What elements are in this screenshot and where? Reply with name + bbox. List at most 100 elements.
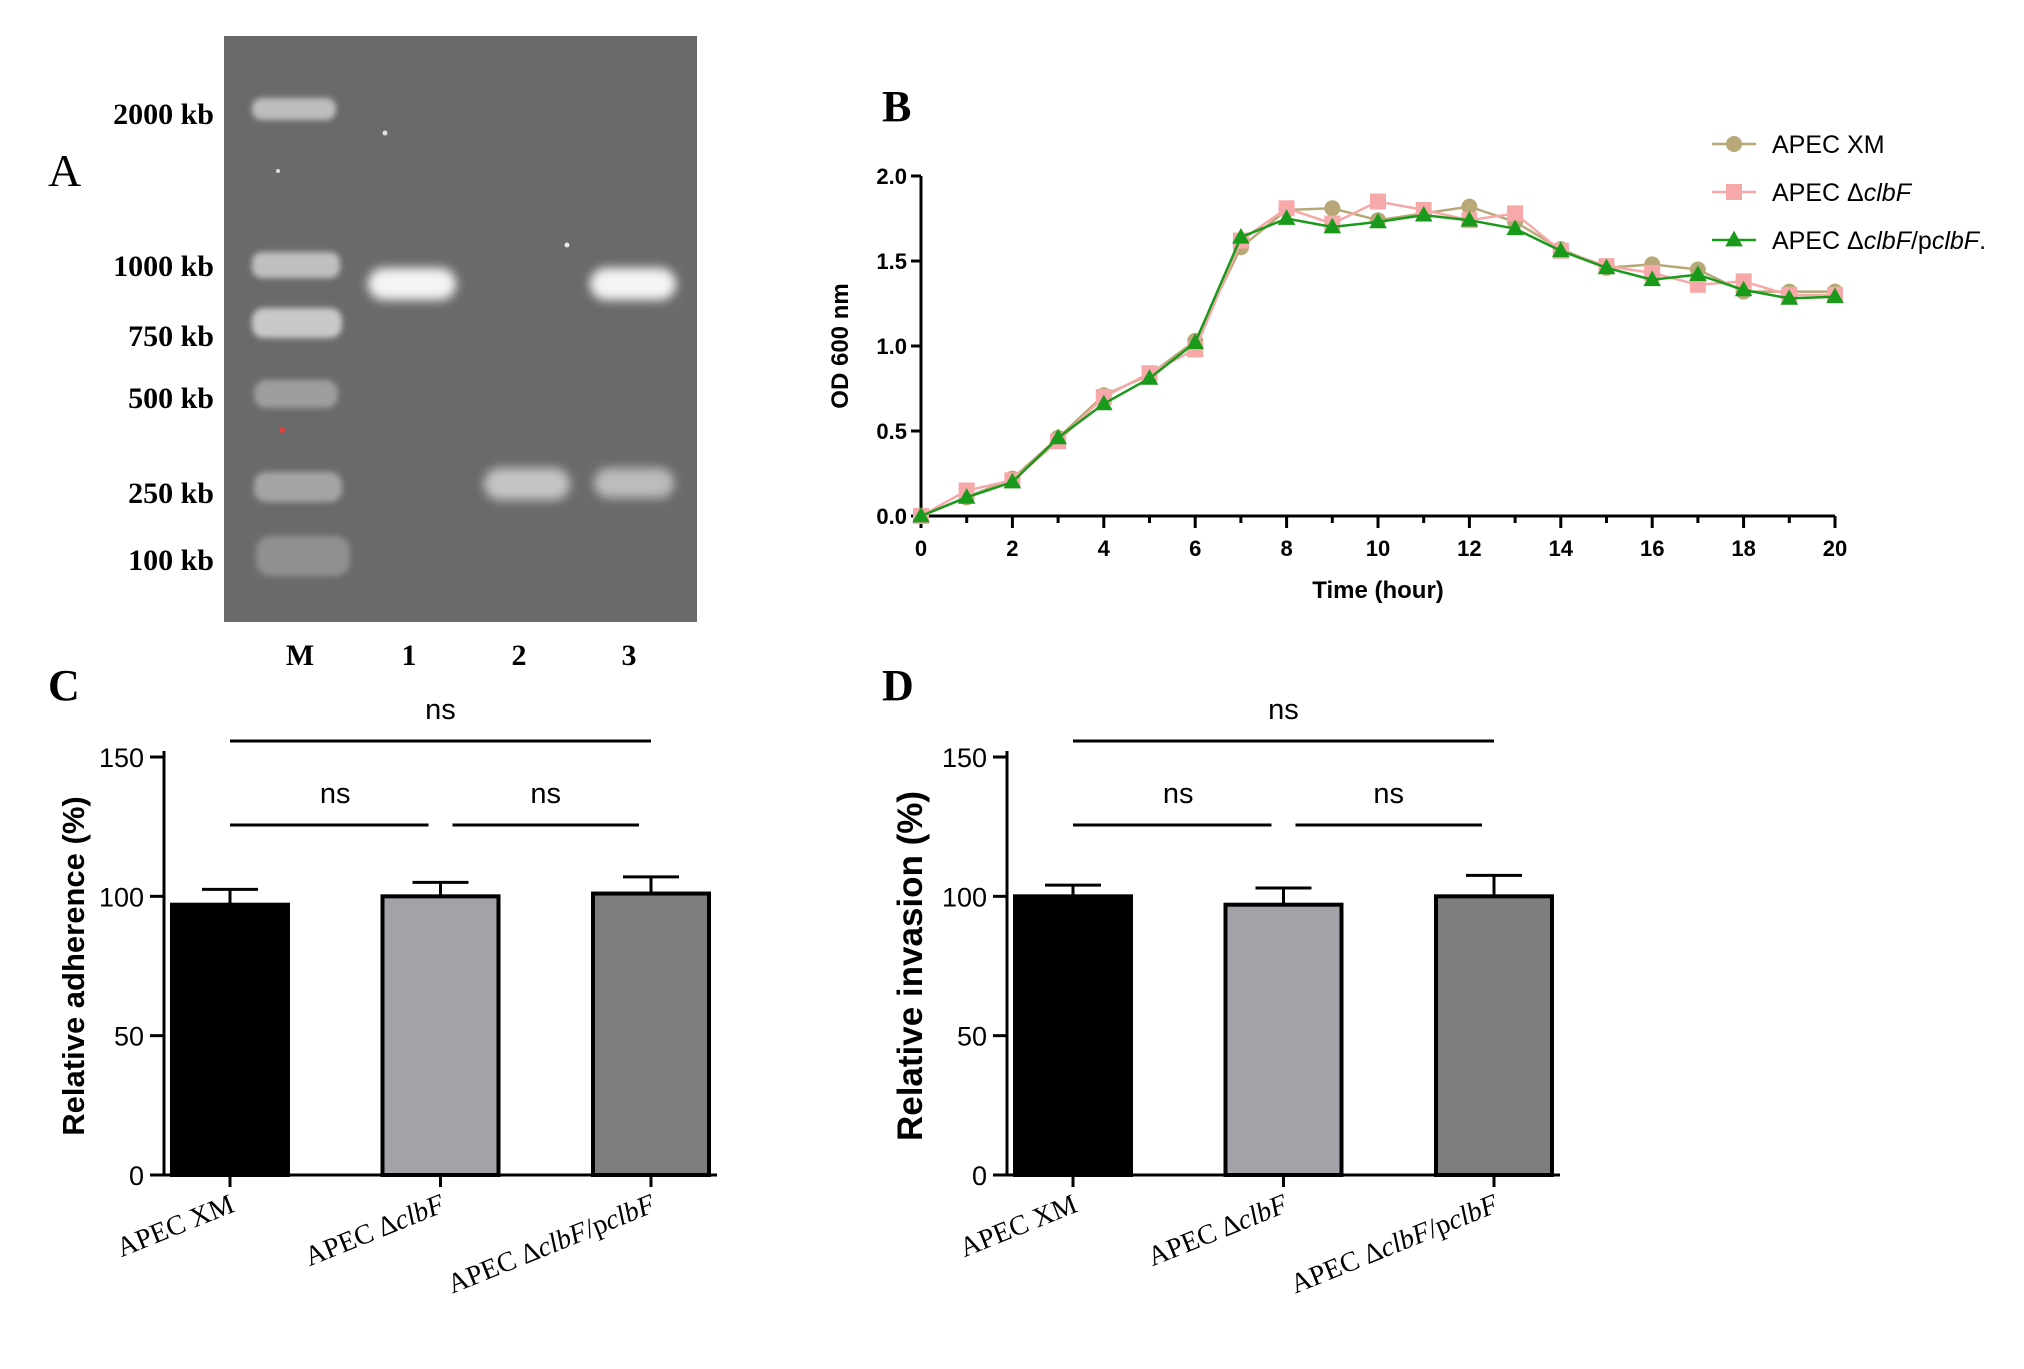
data-point — [1552, 241, 1570, 258]
data-point — [1278, 200, 1295, 217]
x-tick-label: 20 — [1823, 536, 1847, 561]
data-point — [957, 488, 976, 504]
data-point — [1049, 428, 1067, 445]
data-point — [1460, 211, 1479, 227]
data-point — [912, 506, 930, 523]
lane-label: 1 — [402, 639, 417, 672]
legend-entry: APEC XM — [1712, 131, 1885, 159]
significance-label: ns — [530, 778, 561, 810]
x-tick-label: 2 — [1006, 536, 1018, 561]
y-tick-label: 0.5 — [876, 419, 907, 444]
series-line — [920, 200, 1835, 518]
bar — [1013, 894, 1133, 1177]
lane1-band — [368, 268, 456, 300]
x-tick-label: 12 — [1457, 536, 1481, 561]
data-point — [1324, 200, 1341, 217]
y-tick-label: 0.0 — [876, 504, 907, 529]
gel-speck — [382, 130, 388, 136]
bar — [380, 894, 501, 1177]
growth-curve-chart: 0.0 0.5 1.0 1.5 2.0 0 2 4 6 8 10 12 14 16 18 20 Time (ho… — [827, 131, 1986, 604]
lane2-band — [484, 468, 570, 500]
bar — [1223, 902, 1344, 1178]
adherence-bar-chart: 0 50 100 150 Relative adherence (%) APEC XM AP… — [56, 694, 717, 1300]
ladder-label: 500 kb — [128, 382, 214, 415]
significance-label: ns — [1373, 778, 1404, 810]
data-point — [1726, 184, 1742, 200]
data-point — [1414, 205, 1433, 222]
ladder-band-500 — [254, 380, 338, 408]
y-tick-label: 100 — [99, 882, 144, 912]
y-tick-label: 2.0 — [876, 164, 907, 189]
data-point — [1643, 270, 1661, 287]
significance-label: ns — [320, 778, 351, 810]
ladder-label: 250 kb — [128, 477, 214, 510]
y-tick-label: 1.0 — [876, 334, 907, 359]
y-tick-label: 100 — [942, 882, 987, 912]
y-axis-label: Relative adherence (%) — [56, 796, 91, 1135]
lane3-band-upper — [590, 268, 676, 300]
panel-label-b: B — [882, 82, 911, 131]
data-point — [1506, 219, 1524, 236]
bar — [1434, 894, 1554, 1177]
lane-labels: M 1 2 3 — [286, 639, 637, 672]
data-point — [1369, 212, 1387, 229]
lane-label: 2 — [512, 639, 527, 672]
x-tick-label: APEC ΔclbF — [300, 1188, 450, 1272]
x-tick-label: 14 — [1549, 536, 1574, 561]
series-1 — [913, 193, 1843, 524]
series-2 — [912, 205, 1844, 523]
data-point — [1186, 333, 1204, 349]
data-point — [1003, 472, 1022, 489]
ladder-label: 750 kb — [128, 320, 214, 353]
x-tick-label: 6 — [1189, 536, 1201, 561]
x-tick-label: 0 — [915, 536, 927, 561]
ladder-label: 1000 kb — [113, 250, 214, 283]
data-point — [1689, 265, 1707, 281]
significance-label: ns — [425, 694, 456, 726]
y-tick-label: 150 — [99, 743, 144, 773]
lane3-band-lower — [594, 468, 674, 498]
x-tick-label: 16 — [1640, 536, 1664, 561]
legend-label: APEC ΔclbF — [1772, 179, 1913, 207]
ladder-label: 100 kb — [128, 544, 214, 577]
x-tick-label: APEC XM — [955, 1189, 1081, 1264]
legend-entry: APEC ΔclbF — [1712, 179, 1913, 207]
x-axis-label: Time (hour) — [1312, 577, 1444, 604]
x-tick-label: APEC ΔclbF — [1143, 1188, 1293, 1272]
y-tick-label: 150 — [942, 743, 987, 773]
data-point — [1140, 369, 1159, 385]
significance-label: ns — [1163, 778, 1194, 810]
bar — [591, 891, 711, 1178]
ladder-band-750 — [252, 308, 342, 338]
data-point — [1323, 217, 1342, 234]
lane-label: M — [286, 639, 314, 672]
x-tick-label: APEC ΔclbF/pclbF — [443, 1188, 660, 1300]
x-tick-label: APEC ΔclbF/pclbF — [1286, 1188, 1503, 1300]
bar — [170, 902, 290, 1178]
gel-speck — [276, 169, 280, 173]
y-axis-label: OD 600 nm — [827, 283, 854, 408]
gel-image — [224, 36, 697, 622]
x-tick-label: 4 — [1098, 536, 1111, 561]
ladder-band-2000 — [252, 98, 336, 120]
ladder-label: 2000 kb — [113, 98, 214, 131]
x-tick-label: 8 — [1280, 536, 1292, 561]
data-point — [1370, 193, 1386, 210]
y-axis-label: Relative invasion (%) — [891, 791, 930, 1141]
data-point — [1734, 280, 1753, 297]
x-tick-label: 18 — [1731, 536, 1755, 561]
lane-label: 3 — [622, 639, 637, 672]
data-point — [1232, 228, 1250, 244]
ladder-band-100 — [256, 536, 350, 576]
data-point — [1726, 136, 1742, 152]
legend-entry: APEC ΔclbF/pclbF. — [1712, 227, 1986, 255]
ladder-band-1000 — [252, 252, 340, 278]
data-point — [1507, 205, 1524, 222]
series-0 — [913, 198, 1843, 524]
data-point — [1826, 287, 1844, 304]
data-point — [1780, 289, 1799, 305]
sample-bands — [368, 268, 676, 500]
gel-speck — [279, 427, 285, 433]
data-point — [1277, 209, 1296, 225]
ladder-labels: 2000 kb 1000 kb 750 kb 500 kb 250 kb 100… — [113, 98, 214, 577]
